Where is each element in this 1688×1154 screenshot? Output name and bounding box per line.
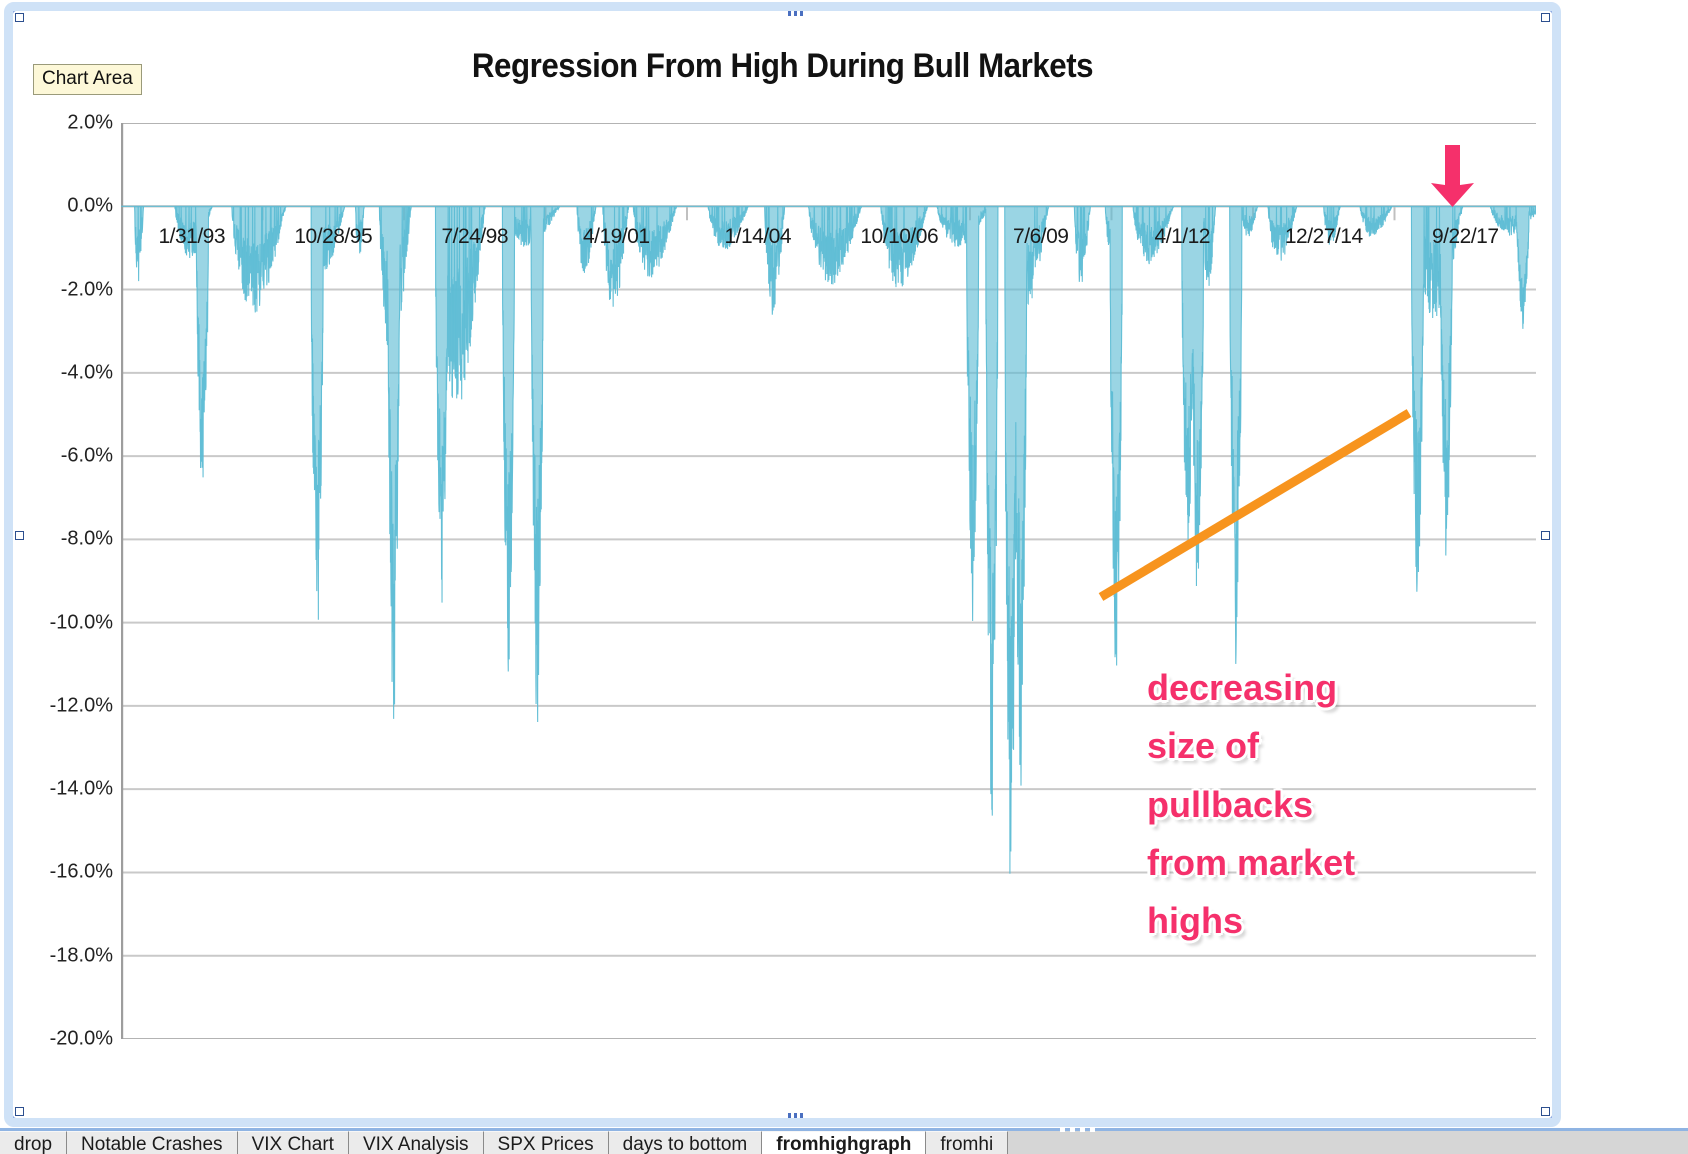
sheet-tab[interactable]: VIX Analysis	[348, 1131, 484, 1154]
y-axis-tick-label: -10.0%	[49, 611, 113, 634]
y-axis-tick-label: -20.0%	[49, 1027, 113, 1050]
y-axis-tick-label: -18.0%	[49, 944, 113, 967]
sheet-tab[interactable]: SPX Prices	[483, 1131, 609, 1154]
x-axis[interactable]: 1/31/93 10/28/95 7/24/98 4/19/01 1/14/04 10/1…	[121, 225, 1536, 255]
y-axis[interactable]: 2.0% 0.0% -2.0% -4.0% -6.0% -8.0% -10.0% -12.0%…	[13, 112, 113, 1050]
x-axis-tick-label: 10/28/95	[294, 225, 373, 248]
annotation-line: size of	[1147, 725, 1260, 767]
resize-handle-bottom-left[interactable]	[15, 1107, 24, 1116]
y-axis-tick-label: 0.0%	[67, 194, 113, 217]
resize-handle-middle-right[interactable]	[1541, 531, 1550, 540]
y-axis-tick-label: -4.0%	[60, 361, 113, 384]
data-series-svg	[121, 123, 1536, 1039]
sheet-tab[interactable]: fromhi	[926, 1131, 1009, 1154]
x-axis-tick-label: 1/14/04	[724, 225, 792, 248]
annotation-line: pullbacks	[1147, 783, 1314, 825]
y-axis-tick-label: -2.0%	[60, 278, 113, 301]
x-axis-tick-label: 7/24/98	[441, 225, 509, 248]
tab-scroll-hint-icon	[1060, 1127, 1100, 1132]
x-axis-tick-label: 7/6/09	[1013, 225, 1069, 248]
y-axis-tick-label: -6.0%	[60, 444, 113, 467]
resize-handle-bottom-right[interactable]	[1541, 1107, 1550, 1116]
annotation-line: decreasing	[1147, 667, 1338, 708]
sheet-tab[interactable]: VIX Chart	[237, 1131, 349, 1154]
sheet-tab[interactable]: Notable Crashes	[67, 1131, 238, 1154]
x-axis-tick-label: 9/22/17	[1431, 225, 1499, 248]
chart-title[interactable]: Regression From High During Bull Markets	[471, 47, 1094, 85]
plot-area[interactable]	[121, 123, 1536, 1039]
x-axis-tick-label: 1/31/93	[158, 225, 226, 248]
resize-handle-middle-left[interactable]	[15, 531, 24, 540]
resize-handle-top-center[interactable]	[788, 11, 806, 16]
y-axis-tick-label: -8.0%	[60, 527, 113, 550]
y-axis-tick-label: 2.0%	[67, 111, 113, 134]
y-axis-tick-label: -16.0%	[49, 860, 113, 883]
chart-object-selection-frame[interactable]: Regression From High During Bull Markets…	[4, 2, 1561, 1127]
annotation-line: from market	[1147, 841, 1356, 883]
resize-handle-bottom-center[interactable]	[788, 1113, 806, 1118]
sheet-tab[interactable]: fromhighgraph	[762, 1131, 927, 1154]
annotation-text[interactable]: decreasing size of pullbacks from market hig…	[1147, 659, 1477, 951]
x-axis-tick-label: 4/19/01	[582, 225, 650, 248]
sheet-tab[interactable]: drop	[0, 1131, 68, 1154]
resize-handle-top-left[interactable]	[15, 13, 24, 22]
sheet-tab-strip[interactable]: drop Notable Crashes VIX Chart VIX Analysis…	[0, 1128, 1688, 1154]
sheet-tab[interactable]: days to bottom	[608, 1131, 763, 1154]
annotation-line: highs	[1147, 900, 1243, 942]
resize-handle-top-right[interactable]	[1541, 13, 1550, 22]
x-axis-tick-label: 4/1/12	[1154, 225, 1211, 248]
chart-area-tooltip: Chart Area	[33, 64, 142, 95]
x-axis-tick-label: 10/10/06	[860, 225, 939, 248]
y-axis-tick-label: -14.0%	[49, 777, 113, 800]
x-axis-tick-label: 12/27/14	[1284, 225, 1363, 248]
y-axis-tick-label: -12.0%	[49, 694, 113, 717]
